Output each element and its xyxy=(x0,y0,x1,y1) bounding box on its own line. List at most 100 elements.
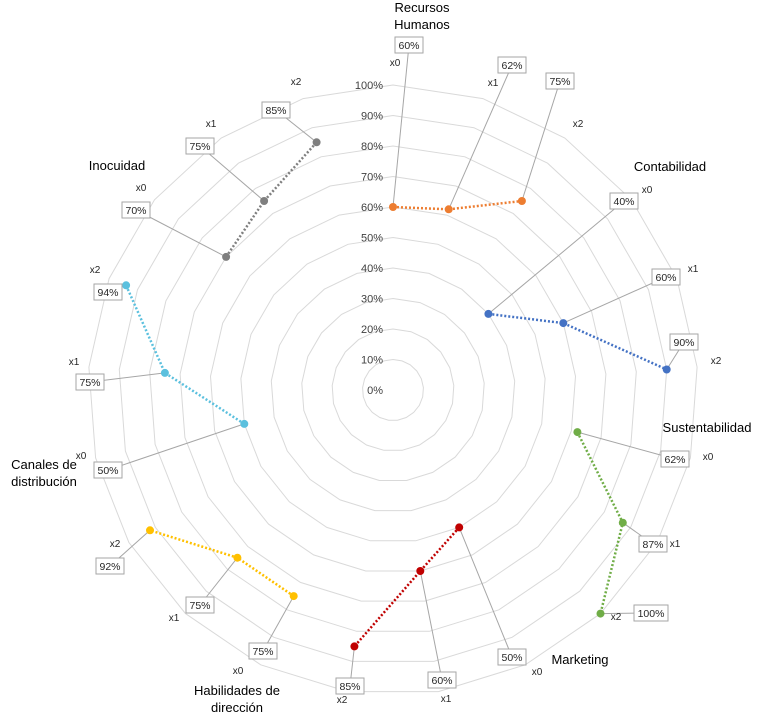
data-label-box xyxy=(75,373,105,391)
gridline-10 xyxy=(88,84,698,693)
data-label: 75% xyxy=(189,600,210,612)
point-name: x1 xyxy=(206,119,217,130)
category-label: Inocuidad xyxy=(89,158,145,173)
point-name: x0 xyxy=(136,183,147,194)
series-4: 75% 75% 92% x0 x1 x2 Habilidades de dirección xyxy=(95,526,298,715)
series-6: 70% 75% 85% x0 x1 x2 Inocuidad xyxy=(89,77,321,261)
point-name: x2 xyxy=(291,77,302,88)
series-line xyxy=(124,284,245,425)
point-name: x0 xyxy=(76,451,87,462)
data-point xyxy=(389,203,397,211)
data-label-box xyxy=(660,450,690,468)
point-name: x2 xyxy=(711,356,722,367)
data-point xyxy=(146,526,154,535)
data-label: 62% xyxy=(664,454,685,466)
point-name: x1 xyxy=(670,539,681,550)
data-point xyxy=(233,553,242,562)
point-name: x2 xyxy=(611,612,622,623)
leader-line xyxy=(521,80,561,202)
category-label: Habilidades de xyxy=(194,683,280,698)
point-name: x1 xyxy=(441,694,452,705)
data-point xyxy=(222,252,231,261)
point-name: x2 xyxy=(110,539,121,550)
gridline-6 xyxy=(209,206,577,572)
data-label: 50% xyxy=(501,652,522,664)
data-point xyxy=(662,365,671,374)
data-label: 62% xyxy=(501,60,522,72)
series-1: 40% 60% 90% x0 x1 x2 Contabilidad xyxy=(484,159,722,374)
category-label: Humanos xyxy=(394,17,450,32)
gridline-8 xyxy=(149,145,637,632)
gridline-1 xyxy=(362,358,424,421)
point-name: x0 xyxy=(642,185,653,196)
category-label: Canales de xyxy=(11,457,77,472)
data-point xyxy=(260,197,269,205)
data-label-box xyxy=(335,677,365,695)
series-line xyxy=(576,431,625,614)
data-point xyxy=(312,138,321,147)
leader-line xyxy=(419,570,443,681)
point-name: x2 xyxy=(337,695,348,706)
series-3: 50% 60% 85% x0 x1 x2 Marketing xyxy=(335,523,609,706)
data-point xyxy=(416,567,425,575)
data-label-box xyxy=(121,201,151,219)
data-point xyxy=(122,281,131,290)
point-name: x1 xyxy=(488,78,499,89)
leader-line xyxy=(488,200,625,315)
data-label-box xyxy=(93,461,123,479)
category-label: Recursos xyxy=(395,0,450,15)
series-line xyxy=(488,312,668,371)
data-point xyxy=(573,428,582,437)
grid-lines xyxy=(88,84,698,693)
data-label-box xyxy=(93,283,123,301)
series-line xyxy=(392,199,523,211)
data-point xyxy=(160,368,169,377)
leader-line xyxy=(392,44,410,208)
data-point xyxy=(289,592,298,601)
data-point xyxy=(596,609,605,618)
category-label: Contabilidad xyxy=(634,159,706,174)
gridline-4 xyxy=(270,267,516,512)
data-label-box xyxy=(609,192,639,210)
data-label: 40% xyxy=(613,196,634,208)
data-label: 100% xyxy=(638,608,665,620)
tick-label: 30% xyxy=(361,294,383,306)
point-name: x1 xyxy=(688,264,699,275)
data-label-box xyxy=(95,557,125,575)
tick-label: 100% xyxy=(355,80,383,92)
gridline-5 xyxy=(240,236,546,542)
data-label: 87% xyxy=(642,539,663,551)
data-label: 60% xyxy=(431,675,452,687)
gridline-3 xyxy=(301,297,485,481)
data-label: 75% xyxy=(252,646,273,658)
data-point xyxy=(618,518,627,527)
point-name: x1 xyxy=(69,357,80,368)
leader-line xyxy=(458,527,513,658)
leader-line xyxy=(199,145,265,202)
tick-label: 50% xyxy=(361,233,383,245)
point-name: x2 xyxy=(90,265,101,276)
series-line xyxy=(225,141,318,258)
data-label-box xyxy=(638,535,668,553)
data-label-box xyxy=(185,596,215,614)
data-label-box xyxy=(497,56,527,74)
point-name: x0 xyxy=(233,666,244,677)
category-label: distribución xyxy=(11,474,77,489)
tick-label: 70% xyxy=(361,172,383,184)
data-label-box xyxy=(394,36,424,54)
data-point xyxy=(455,523,464,532)
data-point xyxy=(559,319,568,328)
data-label-box xyxy=(497,648,527,666)
data-label-box xyxy=(545,72,575,90)
tick-label: 0% xyxy=(367,385,383,397)
data-label: 75% xyxy=(189,141,210,153)
gridline-9 xyxy=(118,114,668,662)
data-label: 70% xyxy=(125,205,146,217)
data-label-box xyxy=(185,137,215,155)
series-2: 62% 87% 100% x0 x1 x2 Sustentabilidad xyxy=(573,420,751,623)
series-line xyxy=(353,526,461,648)
tick-label: 90% xyxy=(361,111,383,123)
data-label: 94% xyxy=(97,287,118,299)
data-label: 75% xyxy=(549,76,570,88)
